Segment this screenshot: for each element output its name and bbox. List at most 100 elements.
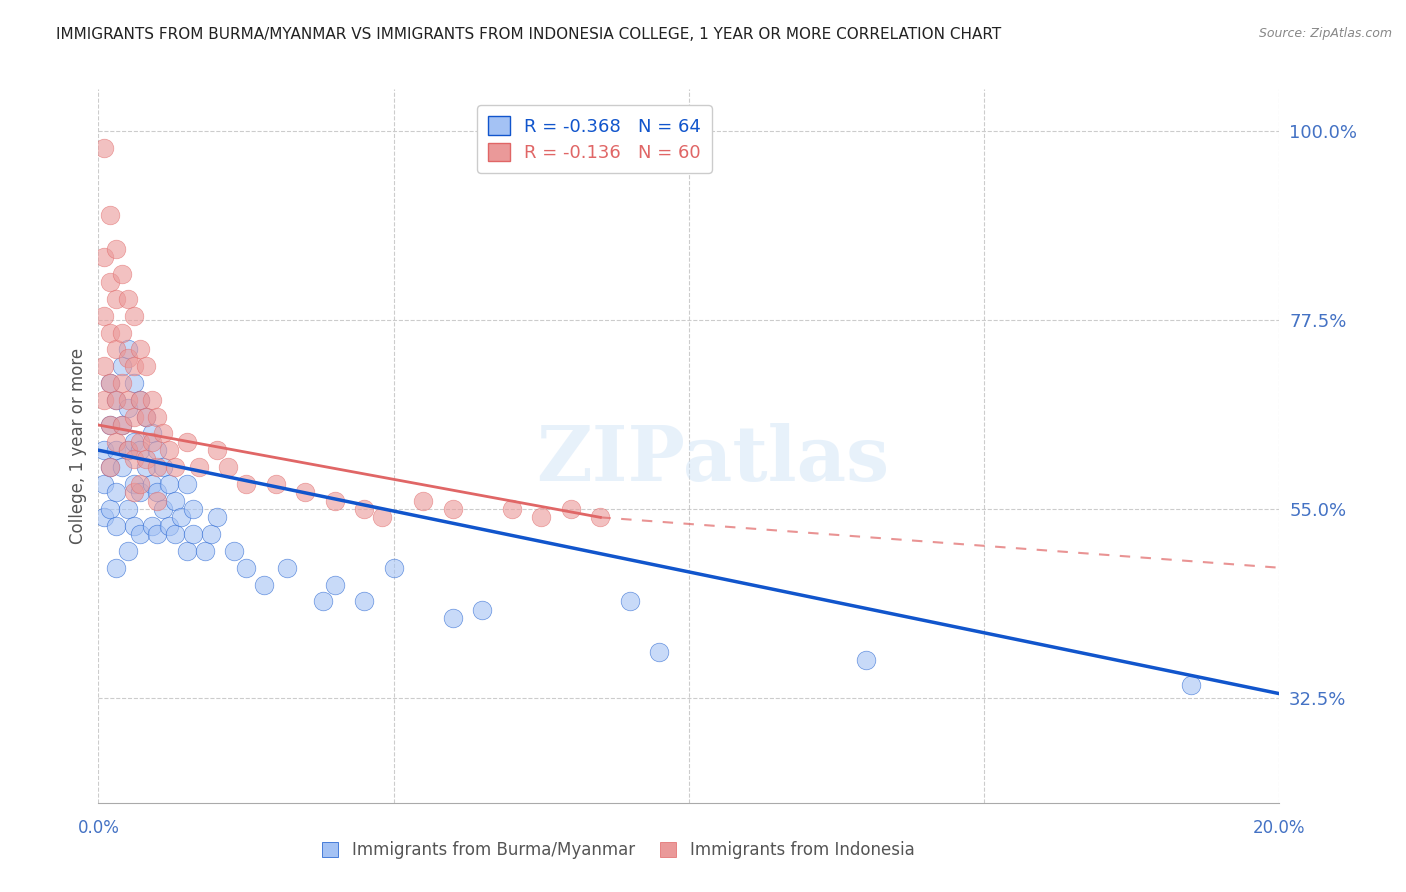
Point <box>98 460 121 475</box>
Point <box>224 544 246 558</box>
Point <box>217 460 239 475</box>
Point <box>122 451 145 466</box>
Point <box>111 460 134 475</box>
Point <box>122 359 145 374</box>
Point <box>312 594 335 608</box>
Point <box>135 451 157 466</box>
Point <box>135 460 157 475</box>
Point <box>135 359 157 374</box>
Point <box>117 502 139 516</box>
Point <box>235 560 257 574</box>
Point <box>122 309 145 323</box>
Text: IMMIGRANTS FROM BURMA/MYANMAR VS IMMIGRANTS FROM INDONESIA COLLEGE, 1 YEAR OR MO: IMMIGRANTS FROM BURMA/MYANMAR VS IMMIGRA… <box>56 27 1001 42</box>
Point <box>117 544 139 558</box>
Point <box>141 434 163 449</box>
Point <box>323 493 346 508</box>
Point <box>122 376 145 390</box>
Point <box>141 476 163 491</box>
Point <box>111 326 134 340</box>
Point <box>176 434 198 449</box>
Point <box>117 443 139 458</box>
Point <box>128 343 150 357</box>
Point <box>105 292 128 306</box>
Point <box>93 359 115 374</box>
Point <box>294 485 316 500</box>
Point <box>146 409 169 424</box>
Point <box>122 409 145 424</box>
Point <box>128 527 150 541</box>
Point <box>98 376 121 390</box>
Point <box>105 392 128 407</box>
Point <box>323 577 346 591</box>
Point <box>205 510 228 524</box>
Point <box>152 460 174 475</box>
Point <box>105 242 128 256</box>
Point <box>111 267 134 281</box>
Point <box>117 343 139 357</box>
Point <box>98 208 121 222</box>
Point <box>117 443 139 458</box>
Point <box>98 460 121 475</box>
Point <box>111 417 134 432</box>
Point <box>122 434 145 449</box>
Point <box>530 510 553 524</box>
Point <box>1180 678 1202 692</box>
Point <box>165 527 187 541</box>
Point <box>128 476 150 491</box>
Point <box>93 476 115 491</box>
Point <box>181 527 204 541</box>
Text: Source: ZipAtlas.com: Source: ZipAtlas.com <box>1258 27 1392 40</box>
Point <box>128 443 150 458</box>
Point <box>93 309 115 323</box>
Point <box>501 502 523 516</box>
Point <box>371 510 394 524</box>
Point <box>181 502 204 516</box>
Point <box>122 476 145 491</box>
Point <box>105 485 128 500</box>
Point <box>146 527 169 541</box>
Point <box>152 426 174 441</box>
Point <box>135 409 157 424</box>
Text: 20.0%: 20.0% <box>1253 820 1306 838</box>
Point <box>128 434 150 449</box>
Point <box>105 518 128 533</box>
Point <box>128 392 150 407</box>
Point <box>152 502 174 516</box>
Point <box>117 401 139 416</box>
Point <box>560 502 582 516</box>
Point <box>200 527 222 541</box>
Point <box>135 409 157 424</box>
Point <box>441 611 464 625</box>
Point <box>141 518 163 533</box>
Text: 0.0%: 0.0% <box>77 820 120 838</box>
Point <box>141 426 163 441</box>
Point <box>111 376 134 390</box>
Point <box>471 603 494 617</box>
Point <box>105 343 128 357</box>
Point <box>157 443 180 458</box>
Point <box>205 443 228 458</box>
Point <box>98 275 121 289</box>
Point <box>117 351 139 365</box>
Point <box>111 417 134 432</box>
Point <box>98 502 121 516</box>
Point <box>93 250 115 264</box>
Point <box>117 292 139 306</box>
Point <box>146 485 169 500</box>
Point <box>105 392 128 407</box>
Point <box>648 645 671 659</box>
Point <box>157 518 180 533</box>
Point <box>117 392 139 407</box>
Point <box>157 476 180 491</box>
Point <box>412 493 434 508</box>
Text: ZIPatlas: ZIPatlas <box>536 424 889 497</box>
Point <box>111 359 134 374</box>
Point <box>105 434 128 449</box>
Point <box>187 460 209 475</box>
Point <box>128 485 150 500</box>
Point <box>93 510 115 524</box>
Point <box>146 443 169 458</box>
Point <box>128 392 150 407</box>
Point <box>170 510 193 524</box>
Point <box>146 460 169 475</box>
